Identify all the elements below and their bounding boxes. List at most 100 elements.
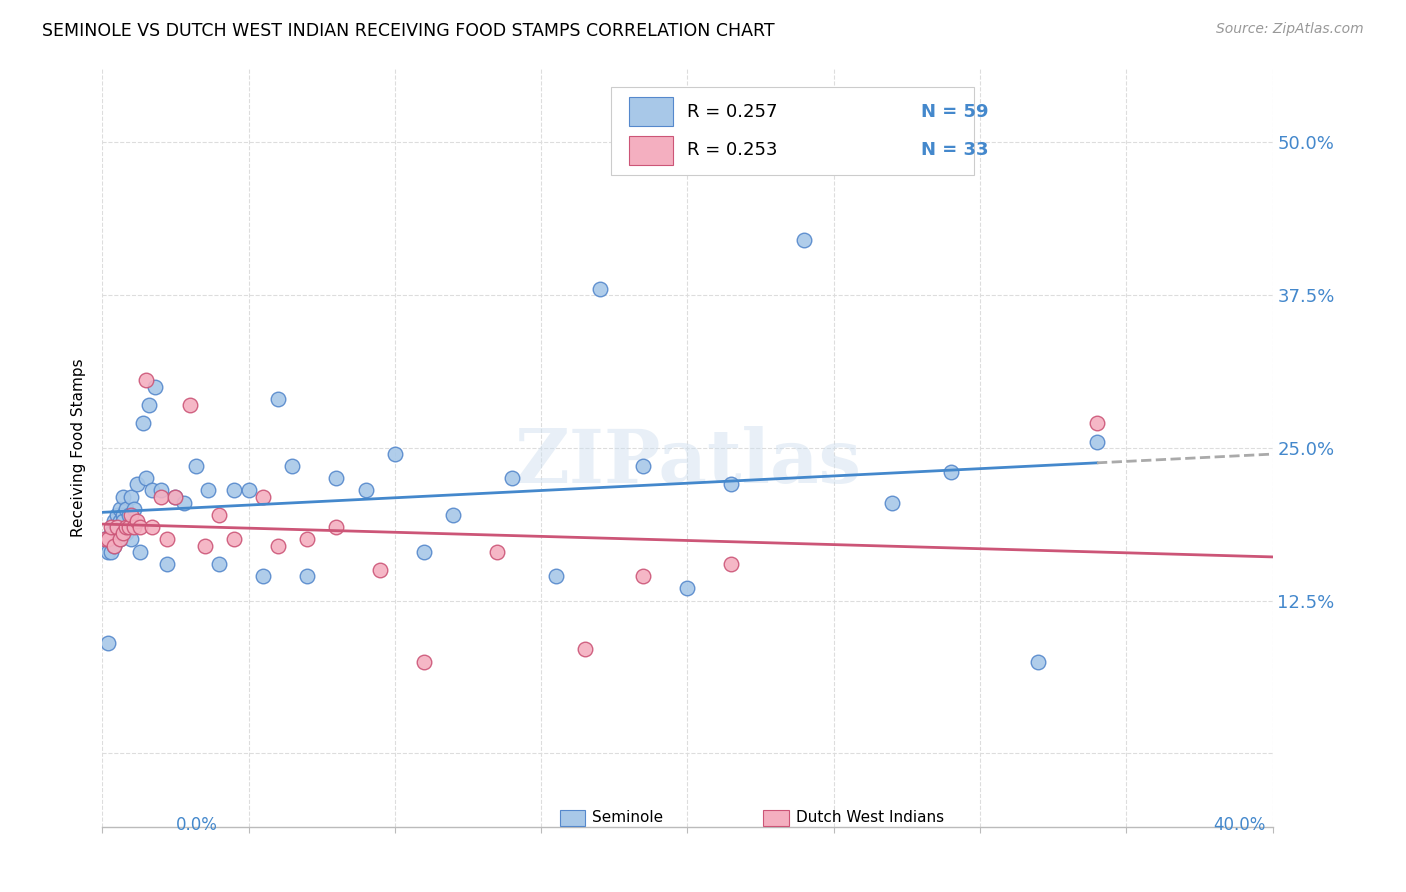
Point [222, 483, 245, 498]
Point [105, 520, 128, 534]
Point [222, 533, 245, 547]
Point [105, 520, 128, 534]
Point [132, 416, 155, 430]
Point [368, 563, 391, 577]
Point [544, 569, 567, 583]
Text: SEMINOLE VS DUTCH WEST INDIAN RECEIVING FOOD STAMPS CORRELATION CHART: SEMINOLE VS DUTCH WEST INDIAN RECEIVING … [42, 22, 775, 40]
Point [114, 520, 136, 534]
Point [114, 501, 136, 516]
Point [114, 526, 136, 541]
Text: N = 59: N = 59 [921, 103, 988, 121]
Point [155, 533, 177, 547]
Point [94, 533, 117, 547]
Point [127, 477, 149, 491]
Point [720, 557, 742, 571]
Point [165, 490, 187, 504]
Point [173, 496, 195, 510]
Point [97, 533, 120, 547]
Point [179, 398, 201, 412]
FancyBboxPatch shape [628, 136, 673, 165]
Point [117, 520, 139, 534]
Point [105, 508, 128, 522]
Point [208, 508, 231, 522]
Point [135, 373, 157, 387]
Point [103, 539, 125, 553]
Point [141, 520, 163, 534]
Text: 40.0%: 40.0% [1213, 816, 1265, 834]
Point [94, 533, 117, 547]
Text: 0.0%: 0.0% [176, 816, 218, 834]
Point [108, 514, 131, 528]
Point [252, 569, 274, 583]
Point [129, 520, 152, 534]
Point [1085, 416, 1108, 430]
Text: Source: ZipAtlas.com: Source: ZipAtlas.com [1216, 22, 1364, 37]
Point [124, 501, 146, 516]
Point [720, 477, 742, 491]
Point [127, 514, 149, 528]
Point [325, 520, 347, 534]
Point [633, 458, 655, 473]
Point [100, 544, 122, 558]
Point [97, 544, 120, 558]
FancyBboxPatch shape [628, 97, 673, 127]
Point [238, 483, 260, 498]
Point [281, 458, 304, 473]
Point [1028, 655, 1050, 669]
Point [141, 483, 163, 498]
Point [117, 508, 139, 522]
Point [939, 465, 962, 479]
Point [111, 508, 134, 522]
Point [384, 447, 406, 461]
Point [103, 539, 125, 553]
Point [267, 539, 290, 553]
Point [165, 490, 187, 504]
Point [103, 514, 125, 528]
Point [197, 483, 219, 498]
Text: ZIPatlas: ZIPatlas [513, 426, 860, 500]
Point [882, 496, 904, 510]
Point [486, 544, 509, 558]
Point [252, 490, 274, 504]
Point [117, 520, 139, 534]
Point [295, 569, 318, 583]
Point [1085, 434, 1108, 449]
Point [124, 520, 146, 534]
Point [121, 508, 143, 522]
Point [413, 655, 436, 669]
Point [135, 471, 157, 485]
Point [108, 533, 131, 547]
Point [793, 233, 815, 247]
Point [267, 392, 290, 406]
Point [111, 526, 134, 541]
Text: Dutch West Indians: Dutch West Indians [796, 811, 943, 825]
Point [441, 508, 464, 522]
Point [108, 533, 131, 547]
Point [194, 539, 217, 553]
Point [295, 533, 318, 547]
Point [105, 526, 128, 541]
Point [588, 282, 610, 296]
Point [149, 483, 172, 498]
Point [633, 569, 655, 583]
Point [208, 557, 231, 571]
Text: N = 33: N = 33 [921, 141, 988, 160]
Point [143, 379, 166, 393]
Point [108, 501, 131, 516]
Point [100, 520, 122, 534]
Text: R = 0.253: R = 0.253 [688, 141, 778, 160]
Point [111, 514, 134, 528]
Point [121, 533, 143, 547]
Point [413, 544, 436, 558]
Text: Seminole: Seminole [592, 811, 664, 825]
Point [354, 483, 377, 498]
Point [100, 526, 122, 541]
Point [501, 471, 523, 485]
Point [138, 398, 160, 412]
Point [149, 490, 172, 504]
Y-axis label: Receiving Food Stamps: Receiving Food Stamps [72, 359, 86, 537]
Point [97, 636, 120, 650]
Point [121, 490, 143, 504]
Point [111, 490, 134, 504]
FancyBboxPatch shape [612, 87, 974, 175]
